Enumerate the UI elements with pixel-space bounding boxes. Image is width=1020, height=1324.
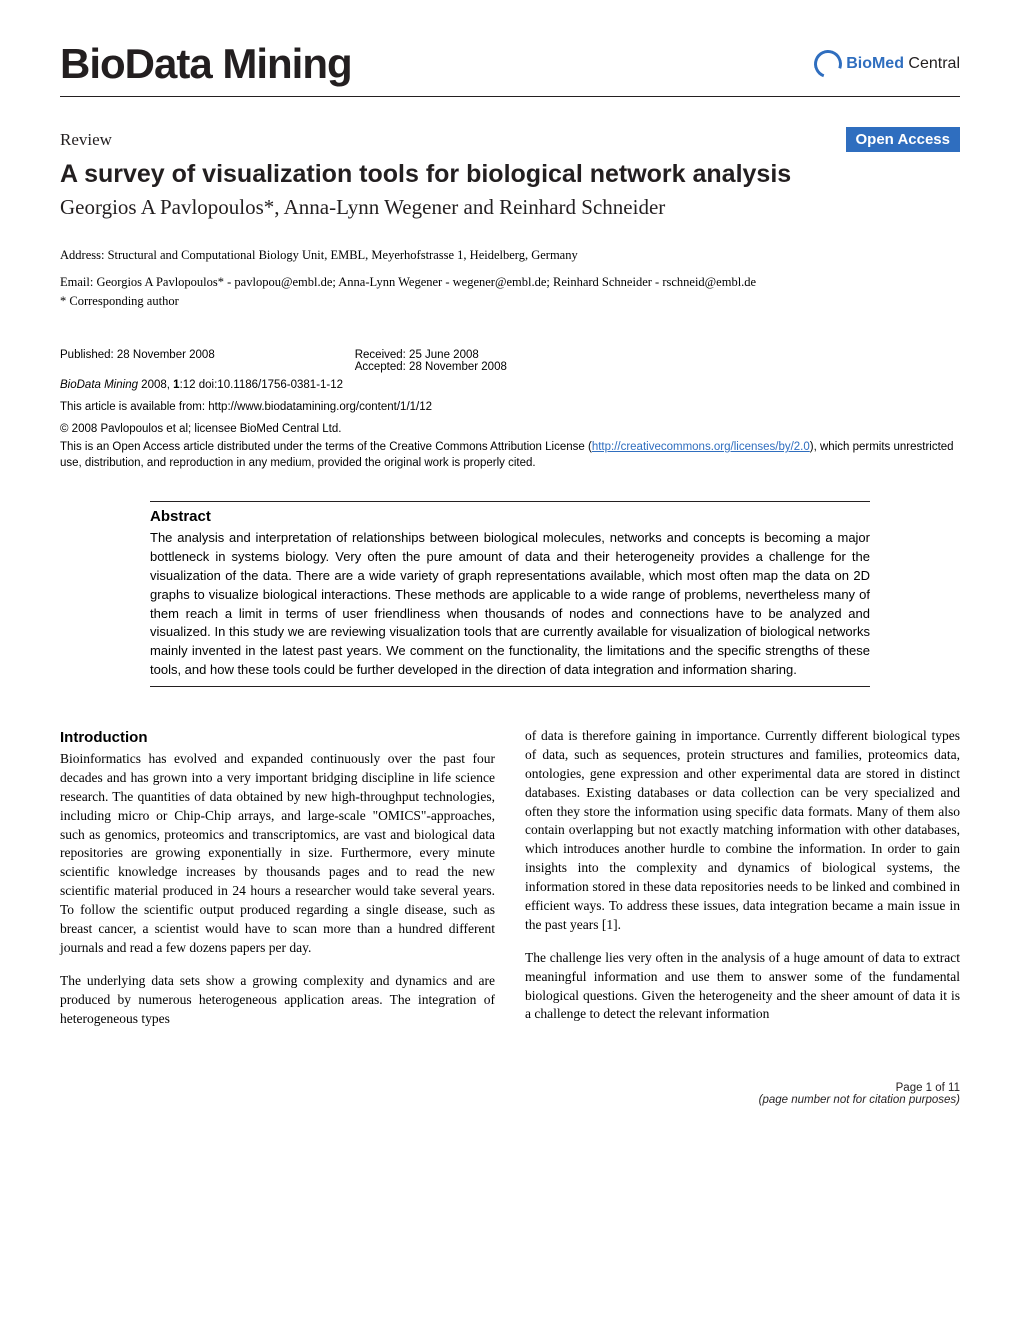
received-accepted: Received: 25 June 2008 Accepted: 28 Nove… [355,349,507,373]
intro-paragraph-3: of data is therefore gaining in importan… [525,727,960,935]
column-left: Introduction Bioinformatics has evolved … [60,727,495,1042]
intro-paragraph-1: Bioinformatics has evolved and expanded … [60,750,495,958]
intro-paragraph-4: The challenge lies very often in the ana… [525,949,960,1025]
citation-doi: doi:10.1186/1756-0381-1-12 [196,379,344,391]
page-container: BioData Mining BioMed Central Review Ope… [0,0,1020,1136]
abstract-rule-top [150,501,870,502]
review-row: Review Open Access [60,127,960,152]
license-text: This is an Open Access article distribut… [60,439,960,471]
published-date: Published: 28 November 2008 [60,349,215,373]
biomed-central-logo: BioMed Central [814,50,960,78]
license-part-1: This is an Open Access article distribut… [60,441,592,453]
citation-journal: BioData Mining [60,379,138,391]
citation-note: (page number not for citation purposes) [60,1094,960,1106]
page-number: Page 1 of 11 [60,1082,960,1094]
open-access-badge: Open Access [846,127,961,152]
citation-line: BioData Mining 2008, 1:12 doi:10.1186/17… [60,379,960,391]
abstract-box: Abstract The analysis and interpretation… [150,501,870,687]
abstract-text: The analysis and interpretation of relat… [150,529,870,680]
available-from: This article is available from: http://w… [60,401,960,413]
introduction-heading: Introduction [60,727,495,748]
publication-info-row: Published: 28 November 2008 Received: 25… [60,349,960,373]
copyright-line: © 2008 Pavlopoulos et al; licensee BioMe… [60,423,960,435]
page-footer: Page 1 of 11 (page number not for citati… [60,1082,960,1106]
abstract-rule-bottom [150,686,870,687]
corresponding-author: * Corresponding author [60,294,960,309]
abstract-heading: Abstract [150,508,870,525]
column-right: of data is therefore gaining in importan… [525,727,960,1042]
journal-title: BioData Mining [60,40,352,88]
authors: Georgios A Pavlopoulos*, Anna-Lynn Wegen… [60,195,960,220]
address-line: Address: Structural and Computational Bi… [60,248,960,263]
biomed-bold-text: BioMed [846,55,904,72]
citation-year-vol: 2008, [138,379,173,391]
received-date: Received: 25 June 2008 [355,349,507,361]
email-line: Email: Georgios A Pavlopoulos* - pavlopo… [60,275,960,290]
intro-paragraph-2: The underlying data sets show a growing … [60,972,495,1029]
accepted-date: Accepted: 28 November 2008 [355,361,507,373]
review-label: Review [60,130,112,150]
biomed-logo-icon [810,45,847,82]
biomed-normal-text: Central [904,55,960,72]
citation-issue-page: :12 [180,379,196,391]
body-columns: Introduction Bioinformatics has evolved … [60,727,960,1042]
biomed-logo-text: BioMed Central [846,55,960,73]
page-header: BioData Mining BioMed Central [60,40,960,97]
article-title: A survey of visualization tools for biol… [60,160,960,189]
license-link[interactable]: http://creativecommons.org/licenses/by/2… [592,441,810,453]
